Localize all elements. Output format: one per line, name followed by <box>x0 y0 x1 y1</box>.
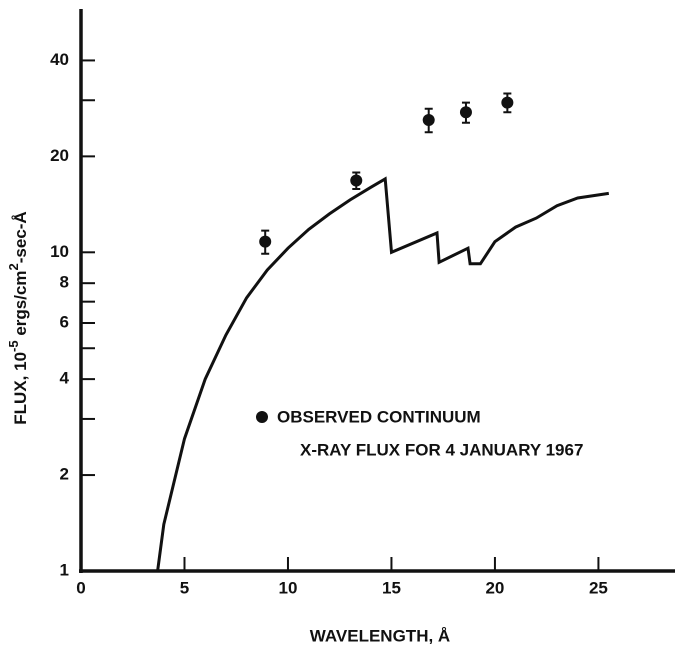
y-label-part: -sec-Å <box>11 211 30 263</box>
x-tick-label: 10 <box>279 578 298 597</box>
y-tick-label: 6 <box>60 312 69 331</box>
data-point <box>350 174 363 187</box>
x-tick-label: 0 <box>76 578 85 597</box>
y-tick-label: 4 <box>60 369 70 388</box>
y-tick-label: 10 <box>50 242 69 261</box>
data-point <box>422 114 435 127</box>
x-tick-label: 20 <box>485 578 504 597</box>
y-label-part: FLUX, 10 <box>11 352 30 425</box>
y-label-part: -5 <box>6 340 21 352</box>
y-tick-label: 2 <box>60 465 69 484</box>
x-axis-label: WAVELENGTH, Å <box>310 626 450 645</box>
legend-marker <box>256 411 268 423</box>
data-point <box>501 96 514 109</box>
legend-label: X-RAY FLUX FOR 4 JANUARY 1967 <box>300 440 583 459</box>
y-label-part: ergs/cm <box>11 270 30 340</box>
data-point <box>459 106 472 119</box>
x-tick-label: 5 <box>180 578 189 597</box>
flux-line <box>156 176 610 572</box>
x-tick-label: 15 <box>382 578 401 597</box>
y-tick-label: 20 <box>50 146 69 165</box>
data-point <box>259 235 272 248</box>
legend-label: OBSERVED CONTINUUM <box>277 407 481 426</box>
y-label-part: 2 <box>6 263 21 270</box>
y-tick-label: 1 <box>60 560 69 579</box>
y-axis-label: FLUX, 10-5 ergs/cm2-sec-Å <box>6 211 30 424</box>
y-tick-label: 8 <box>60 273 69 292</box>
x-tick-label: 25 <box>589 578 608 597</box>
y-tick-label: 40 <box>50 50 69 69</box>
